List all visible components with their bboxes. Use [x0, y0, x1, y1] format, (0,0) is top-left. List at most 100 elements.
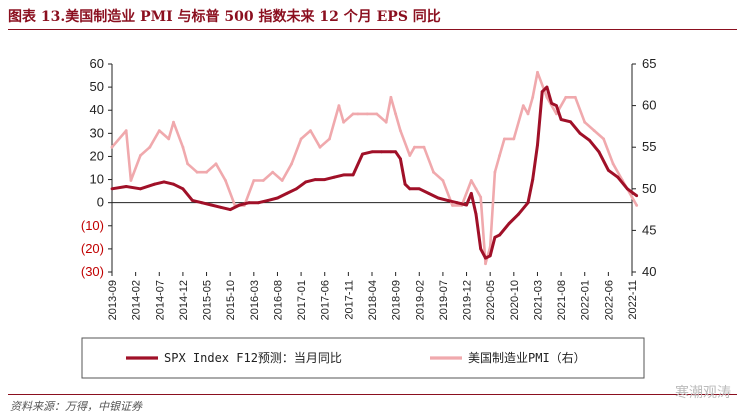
- x-tick-label: 2017-11: [343, 280, 355, 320]
- eps-point: [507, 222, 511, 225]
- pmi-point: [611, 162, 615, 166]
- pmi-point: [205, 170, 208, 174]
- pmi-point: [261, 179, 265, 182]
- x-tick-label: 2017-06: [320, 280, 332, 320]
- x-tick-label: 2018-04: [367, 280, 379, 320]
- pmi-point: [635, 204, 639, 207]
- eps-point: [399, 157, 402, 161]
- eps-point: [555, 104, 558, 107]
- eps-point: [304, 180, 308, 184]
- pmi-point: [148, 145, 152, 149]
- x-tick-label: 2015-05: [202, 280, 214, 320]
- legend-label-pmi: 美国制造业PMI（右）: [468, 350, 586, 365]
- pmi-point: [451, 204, 454, 207]
- pmi-point: [342, 120, 345, 124]
- eps-point: [408, 187, 412, 191]
- eps-point: [162, 180, 166, 184]
- pmi-point: [280, 179, 284, 182]
- x-tick-label: 2022-06: [603, 280, 615, 320]
- eps-point: [228, 208, 232, 212]
- y-left-tick-label: 40: [90, 102, 104, 117]
- eps-point: [540, 90, 544, 94]
- pmi-point: [526, 112, 530, 116]
- eps-point: [569, 120, 572, 124]
- pmi-point: [536, 70, 539, 74]
- eps-point: [191, 199, 194, 202]
- x-tick-label: 2021-08: [556, 280, 568, 320]
- x-tick-label: 2017-01: [296, 280, 308, 320]
- pmi-point: [337, 104, 341, 107]
- eps-point: [403, 182, 407, 186]
- eps-point: [172, 182, 175, 186]
- y-right-tick-label: 55: [642, 139, 656, 154]
- pmi-point: [512, 137, 516, 141]
- pmi-point: [592, 129, 596, 133]
- pmi-point: [469, 179, 473, 182]
- y-left-tick-label: 0: [97, 195, 104, 210]
- pmi-point: [422, 145, 426, 149]
- eps-point: [526, 201, 530, 205]
- series-layer: [110, 70, 639, 266]
- x-tick-label: 2019-02: [414, 280, 426, 320]
- pmi-point: [214, 162, 218, 166]
- pmi-point: [252, 179, 256, 182]
- eps-point: [394, 150, 397, 154]
- eps-point: [536, 143, 539, 147]
- pmi-point: [630, 195, 634, 199]
- x-tick-label: 2014-02: [131, 280, 143, 320]
- source-divider: [8, 394, 737, 395]
- x-tick-label: 2019-07: [438, 280, 450, 320]
- pmi-point: [172, 120, 175, 124]
- eps-point: [124, 185, 128, 188]
- y-left-tick-label: 60: [90, 56, 104, 71]
- x-tick-label: 2016-03: [249, 280, 261, 320]
- pmi-point: [583, 120, 587, 124]
- eps-point: [446, 199, 449, 202]
- eps-point: [266, 199, 270, 202]
- eps-point: [351, 173, 355, 177]
- pmi-point: [503, 137, 506, 141]
- y-left-tick-label: 50: [90, 79, 104, 94]
- x-tick-label: 2020-10: [509, 280, 521, 320]
- eps-point: [559, 118, 563, 121]
- pmi-point: [181, 145, 185, 149]
- x-tick-label: 2019-12: [462, 280, 474, 320]
- eps-point: [488, 254, 492, 258]
- pmi-point: [479, 195, 483, 199]
- watermark: 寒潮观涛: [675, 385, 731, 401]
- pmi-point: [365, 112, 369, 116]
- pmi-point: [432, 170, 435, 174]
- y-left-tick-label: (20): [81, 241, 104, 256]
- y-left-tick-label: 10: [90, 172, 104, 187]
- x-tick-label: 2015-10: [225, 280, 237, 320]
- pmi-point: [157, 129, 161, 133]
- y-left-tick-label: (30): [81, 264, 104, 279]
- eps-point: [484, 256, 487, 260]
- eps-point: [285, 192, 289, 195]
- y-left-tick-label: 20: [90, 148, 104, 163]
- pmi-point: [351, 112, 355, 116]
- pmi-point: [573, 95, 577, 99]
- pmi-point: [318, 145, 322, 149]
- x-tick-label: 2014-12: [178, 280, 190, 320]
- pmi-point: [290, 162, 293, 166]
- x-tick-label: 2016-08: [272, 280, 284, 320]
- x-tick-label: 2020-05: [485, 280, 497, 320]
- chart-title: 图表 13.美国制造业 PMI 与标普 500 指数未来 12 个月 EPS 同…: [8, 9, 441, 25]
- pmi-point: [555, 112, 558, 116]
- pmi-point: [356, 112, 360, 116]
- series-line-eps: [111, 85, 638, 260]
- pmi-point: [299, 137, 303, 141]
- eps-point: [498, 233, 501, 237]
- eps-point: [323, 178, 327, 182]
- eps-point: [517, 212, 520, 216]
- legend-box: [81, 337, 645, 379]
- eps-point: [313, 178, 317, 182]
- eps-point: [479, 247, 483, 251]
- eps-point: [531, 178, 535, 182]
- eps-point: [625, 187, 629, 191]
- chart-axes: 60 50 40 30 20 10 0 (10) (20) (30) 65 60 55 50 45 40 201…: [81, 56, 657, 320]
- x-tick-label: 2014-07: [154, 280, 166, 320]
- y-right-tick-label: 45: [642, 222, 656, 237]
- eps-point: [455, 201, 459, 205]
